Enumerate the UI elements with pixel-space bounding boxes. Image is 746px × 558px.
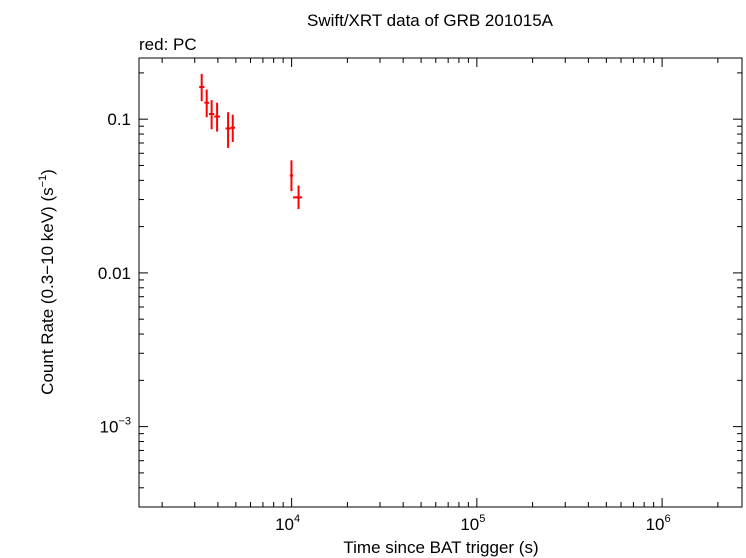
y-axis-label: Count Rate (0.3−10 keV) (s−1) [37,169,57,395]
x-tick-label-base: 10 [460,515,479,534]
data-point [204,89,209,118]
axis-ticks [139,58,742,508]
y-tick-label-base: 10 [100,418,119,437]
y-axis-label-exponent: −1 [37,175,49,188]
x-axis-label: Time since BAT trigger (s) [343,538,538,557]
x-tick-label-base: 10 [646,515,665,534]
x-tick-label-exponent: 6 [664,513,670,525]
y-tick-label-exponent: −3 [118,416,131,428]
chart-subtitle: red: PC [139,35,197,54]
x-tick-label-base: 10 [275,515,294,534]
y-tick-label: 0.1 [107,110,131,129]
data-point [289,160,294,192]
plot-frame [138,57,743,508]
x-tick-label-exponent: 4 [294,513,300,525]
data-point [199,73,205,102]
data-series-pc [199,73,303,210]
x-tick-label: 105 [460,513,485,534]
y-tick-labels: 0.1 0.01 10−3 [98,110,131,436]
y-axis-label-close: ) [38,169,57,175]
y-axis-label-main: Count Rate (0.3−10 keV) (s [38,187,57,394]
data-point [208,100,215,130]
data-point [293,185,303,210]
data-point [230,114,236,143]
y-tick-label: 0.01 [98,264,131,283]
data-point [225,112,231,148]
data-point [214,102,221,132]
x-tick-label-exponent: 5 [479,513,485,525]
x-tick-label: 106 [646,513,671,534]
y-tick-label: 10−3 [100,416,131,437]
x-tick-label: 104 [275,513,300,534]
x-tick-labels: 104 105 106 [275,513,671,534]
chart-title: Swift/XRT data of GRB 201015A [307,11,554,30]
